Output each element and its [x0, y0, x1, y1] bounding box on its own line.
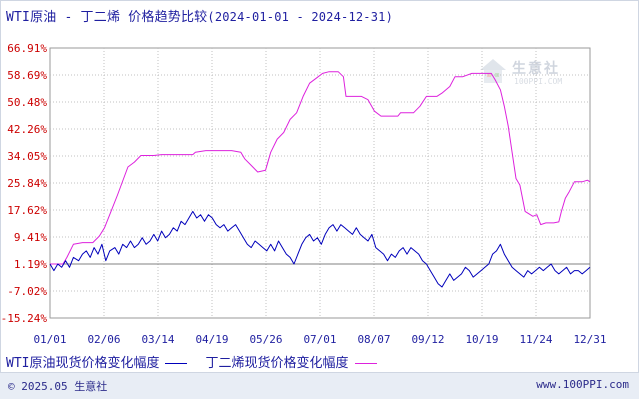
series-line-wti	[49, 210, 591, 288]
chart-axes: 66.91% 58.69% 50.48% 42.26% 34.05% 25.84% 17.6…	[1, 42, 607, 346]
x-tick-label: 05/26	[249, 333, 282, 346]
x-tick-label: 07/01	[303, 333, 336, 346]
y-tick-label: 9.41%	[14, 231, 47, 244]
x-tick-label: 12/31	[573, 333, 606, 346]
legend-swatch-butadiene	[354, 363, 377, 364]
y-tick-label: 66.91%	[7, 42, 47, 55]
x-tick-label: 11/24	[519, 333, 552, 346]
x-tick-label: 02/06	[87, 333, 120, 346]
x-tick-label: 10/19	[465, 333, 498, 346]
legend-label-butadiene: 丁二烯现货价格变化幅度	[205, 356, 349, 371]
line-chart: 66.91% 58.69% 50.48% 42.26% 34.05% 25.84% 17.6…	[1, 42, 607, 346]
x-tick-label: 04/19	[195, 333, 228, 346]
x-tick-label: 09/12	[411, 333, 444, 346]
y-tick-label: 1.19%	[14, 258, 47, 271]
chart-title-range: (2024-01-01 - 2024-12-31)	[207, 10, 394, 24]
y-tick-label: 50.48%	[7, 96, 47, 109]
y-tick-label: -15.24%	[1, 312, 48, 325]
footer-bar: © 2025.05 生意社 www.100PPI.com	[0, 372, 639, 399]
x-tick-label: 08/07	[357, 333, 390, 346]
x-tick-label: 01/01	[33, 333, 66, 346]
chart-title: WTI原油 - 丁二烯 价格趋势比较(2024-01-01 - 2024-12-…	[6, 6, 393, 25]
watermark-url: 100PPI.COM	[514, 77, 563, 86]
legend-label-wti: WTI原油现货价格变化幅度	[6, 356, 160, 371]
y-tick-label: 42.26%	[7, 123, 47, 136]
watermark-name: 生意社	[512, 61, 560, 77]
legend-swatch-wti	[165, 363, 188, 364]
footer-site-link[interactable]: www.100PPI.com	[536, 378, 629, 391]
chart-title-main: WTI原油 - 丁二烯 价格趋势比较	[6, 10, 208, 25]
footer-copyright: © 2025.05 生意社	[8, 380, 108, 393]
chart-series	[49, 71, 591, 288]
y-tick-label: 58.69%	[7, 69, 47, 82]
y-tick-label: 34.05%	[7, 150, 47, 163]
chart-grid	[49, 47, 591, 319]
chart-legend: WTI原油现货价格变化幅度 丁二烯现货价格变化幅度	[6, 352, 381, 371]
y-tick-label: 25.84%	[7, 177, 47, 190]
x-tick-label: 03/14	[141, 333, 174, 346]
series-line-butadiene	[50, 71, 591, 265]
y-tick-label: -7.02%	[7, 285, 47, 298]
y-tick-label: 17.62%	[7, 204, 47, 217]
